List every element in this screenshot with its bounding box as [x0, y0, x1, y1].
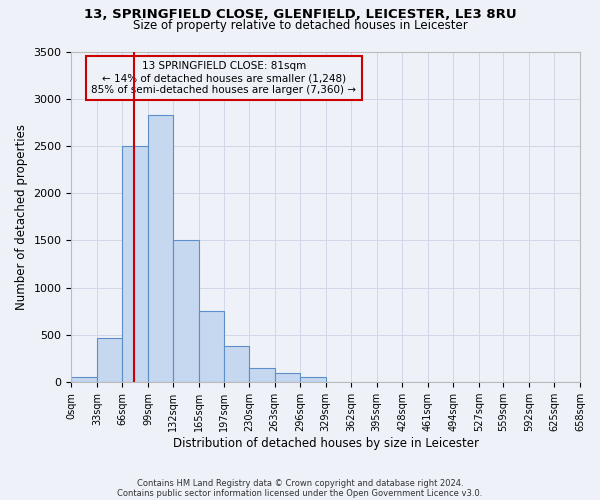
Bar	[97, 338, 122, 382]
Bar	[173, 240, 199, 382]
Text: Size of property relative to detached houses in Leicester: Size of property relative to detached ho…	[133, 19, 467, 32]
Bar	[148, 115, 173, 382]
Bar	[71, 378, 97, 382]
Bar	[249, 368, 275, 382]
Bar	[199, 312, 224, 382]
Bar	[275, 373, 300, 382]
Text: 13, SPRINGFIELD CLOSE, GLENFIELD, LEICESTER, LE3 8RU: 13, SPRINGFIELD CLOSE, GLENFIELD, LEICES…	[83, 8, 517, 20]
X-axis label: Distribution of detached houses by size in Leicester: Distribution of detached houses by size …	[173, 437, 479, 450]
Bar	[122, 146, 148, 382]
Bar	[224, 346, 249, 382]
Text: 13 SPRINGFIELD CLOSE: 81sqm
← 14% of detached houses are smaller (1,248)
85% of : 13 SPRINGFIELD CLOSE: 81sqm ← 14% of det…	[91, 62, 356, 94]
Y-axis label: Number of detached properties: Number of detached properties	[15, 124, 28, 310]
Text: Contains HM Land Registry data © Crown copyright and database right 2024.: Contains HM Land Registry data © Crown c…	[137, 478, 463, 488]
Text: Contains public sector information licensed under the Open Government Licence v3: Contains public sector information licen…	[118, 488, 482, 498]
Bar	[300, 378, 326, 382]
